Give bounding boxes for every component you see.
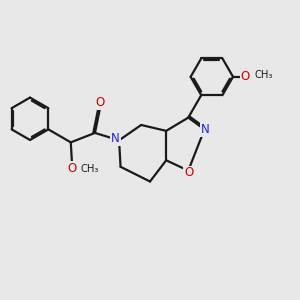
Text: O: O [96, 96, 105, 109]
Text: N: N [201, 123, 209, 136]
Text: CH₃: CH₃ [80, 164, 99, 174]
Text: N: N [111, 132, 120, 145]
Text: O: O [184, 167, 194, 179]
Text: CH₃: CH₃ [255, 70, 273, 80]
Text: O: O [68, 162, 77, 175]
Text: O: O [241, 70, 250, 83]
